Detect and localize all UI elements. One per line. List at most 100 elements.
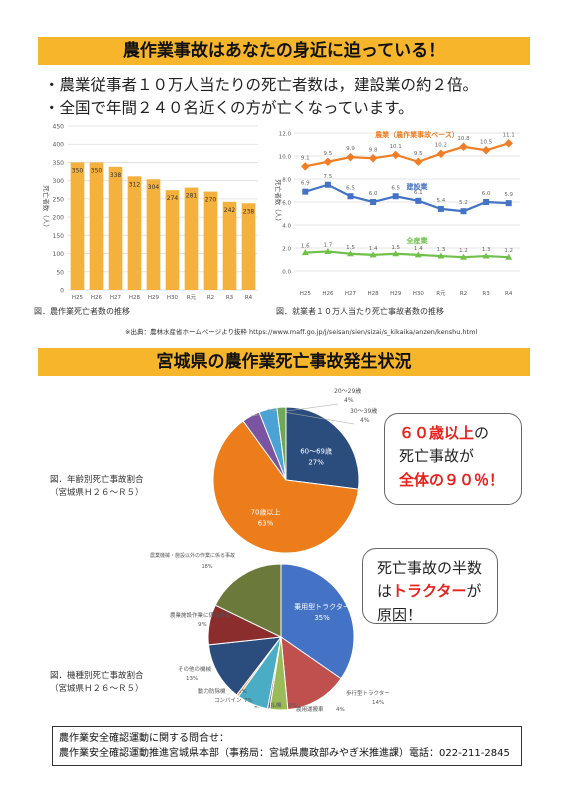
pie-chart-age: 60～69歳 27% 70歳以上 63% 20～29歳 4% 30～39歳 4% bbox=[212, 387, 377, 554]
bullet-line-2: ・全国で年間２４０名近くの方が亡くなっています。 bbox=[44, 99, 414, 117]
pie2-outer-label: コンバイン bbox=[214, 697, 242, 704]
bubble1-text-a: の bbox=[474, 424, 490, 442]
line-marker bbox=[392, 193, 399, 200]
line-marker bbox=[301, 162, 310, 171]
line-ytick-label: 8.0 bbox=[282, 178, 291, 184]
bar-value-label: 350 bbox=[91, 167, 103, 174]
bar-xtick-label: H28 bbox=[129, 295, 141, 301]
line-data-label: 1.4 bbox=[369, 246, 378, 252]
bar-xtick-label: H27 bbox=[110, 295, 122, 301]
source-note: ※出典：農林水産省ホームページより抜粋 https://www.maff.go.… bbox=[125, 328, 478, 336]
bar-value-label: 338 bbox=[110, 172, 122, 179]
line-xtick-label: H27 bbox=[345, 291, 357, 297]
line-data-label: 6.0 bbox=[369, 191, 378, 197]
line-marker bbox=[505, 200, 512, 207]
line-marker bbox=[460, 253, 467, 260]
line-data-label: 5.2 bbox=[459, 200, 468, 206]
line-data-label: 1.6 bbox=[301, 244, 310, 250]
pie2-outer-label: 歩行型トラクター bbox=[346, 689, 390, 697]
pie-slice bbox=[280, 635, 342, 711]
bubble1-highlight: ６０歳以上 bbox=[399, 424, 475, 442]
pie1-caption: 図．年齢別死亡事故割合 （宮城県Ｈ２６～Ｒ５） bbox=[50, 474, 144, 500]
bar bbox=[89, 162, 104, 290]
line-marker bbox=[505, 253, 513, 260]
line-data-label: 11.1 bbox=[503, 132, 515, 138]
line-marker bbox=[347, 193, 354, 200]
bubble2-text-b: は bbox=[377, 582, 393, 601]
line-data-label: 6.1 bbox=[414, 190, 423, 196]
line-marker bbox=[415, 197, 422, 204]
line-chart-caption: 図．就業者１０万人当たり死亡事故者数の推移 bbox=[276, 307, 444, 316]
pie2-caption-line2: （宮城県Ｈ２６～Ｒ５） bbox=[50, 683, 144, 694]
line-data-label: 10.8 bbox=[457, 136, 470, 142]
line-marker bbox=[302, 188, 309, 195]
line-marker bbox=[460, 208, 467, 215]
line-data-label: 1.3 bbox=[437, 247, 446, 253]
line-marker bbox=[414, 251, 422, 258]
pie2-pct: 35% bbox=[314, 614, 330, 622]
line-ytick-label: 0.0 bbox=[282, 270, 291, 276]
line-marker bbox=[324, 247, 332, 254]
pie2-caption-line1: 図．機種別死亡事故割合 bbox=[50, 671, 144, 681]
bar-xtick-label: H25 bbox=[72, 295, 84, 301]
bar-xtick-label: H30 bbox=[167, 295, 179, 301]
bar-ytick-label: 200 bbox=[53, 215, 65, 222]
line-data-label: 9.1 bbox=[301, 155, 310, 161]
line-data-label: 1.5 bbox=[391, 245, 400, 251]
line-marker bbox=[504, 139, 513, 148]
line-marker bbox=[437, 252, 445, 259]
line-xtick-label: R元 bbox=[436, 290, 446, 297]
callout-bubble-age: ６０歳以上の 死亡事故が 全体の９０％！ bbox=[384, 413, 522, 505]
bubble2-text-d: 原因！ bbox=[377, 605, 423, 624]
pie-slice bbox=[207, 636, 283, 696]
contact-box: 農作業安全確認運動に関する問合せ： 農作業安全確認運動推進宮城県本部（事務局：宮… bbox=[52, 726, 522, 766]
bar-chart-caption: 図．農作業死亡者数の推移 bbox=[34, 307, 130, 316]
pie1-outer-pct: 4% bbox=[344, 397, 354, 404]
line-marker bbox=[436, 149, 446, 158]
bubble2-text-c: が bbox=[466, 582, 482, 601]
line-data-label: 1.2 bbox=[459, 248, 468, 254]
pie2-outer-pct: 0% bbox=[238, 689, 247, 695]
line-marker bbox=[301, 249, 309, 256]
line-data-label: 9.8 bbox=[369, 147, 378, 153]
pie1-label: 60～69歳 bbox=[300, 446, 332, 455]
line-xtick-label: H28 bbox=[368, 291, 380, 297]
bubble2-text-a: 死亡事故の半数 bbox=[377, 559, 483, 577]
line-data-label: 6.9 bbox=[301, 181, 310, 187]
bar-chart-deaths: 0 50 100 150 200 250 300 350 400 450 350 H25 350 H26 3… bbox=[42, 124, 258, 301]
line-marker bbox=[459, 142, 468, 152]
pie1-pct: 63% bbox=[258, 520, 274, 528]
pie2-outer-pct: 18% bbox=[201, 564, 212, 570]
bar-value-label: 281 bbox=[186, 193, 198, 200]
line-ytick-label: 2.0 bbox=[282, 247, 291, 253]
line-xtick-label: H26 bbox=[322, 291, 334, 297]
line-data-label: 6.0 bbox=[482, 191, 491, 197]
line-data-label: 1.5 bbox=[346, 245, 355, 251]
top-banner-title: 農作業事故はあなたの身近に迫っている！ bbox=[38, 37, 530, 65]
bar-ytick-label: 50 bbox=[56, 269, 64, 276]
line-marker bbox=[347, 250, 354, 257]
line-data-label: 9.9 bbox=[346, 146, 355, 152]
bar-value-label: 274 bbox=[167, 195, 179, 202]
line-marker bbox=[482, 252, 490, 259]
line-marker bbox=[324, 181, 331, 188]
line-marker bbox=[481, 146, 491, 155]
bar-value-label: 304 bbox=[148, 184, 160, 191]
bar-ytick-label: 100 bbox=[53, 251, 65, 258]
bar-axis-title: 死亡者数（人） bbox=[42, 185, 51, 231]
line-series-name: 建設業 bbox=[407, 182, 429, 191]
pie-slice bbox=[212, 420, 359, 554]
bar bbox=[222, 201, 237, 290]
pie-slice bbox=[280, 563, 355, 680]
line-axis-title: 死亡者数（人） bbox=[274, 179, 283, 225]
bar-xtick-label: R2 bbox=[207, 295, 214, 301]
line-marker bbox=[368, 154, 378, 163]
bar-value-label: 350 bbox=[72, 167, 84, 174]
bar bbox=[165, 190, 180, 290]
bar-xtick-label: H26 bbox=[91, 295, 103, 301]
pie-chart-machine: 乗用型トラクター35%歩行型トラクター14%農用運搬車4%動力刈払機0%コンバイ… bbox=[150, 552, 390, 713]
pie1-caption-line2: （宮城県Ｈ２６～Ｒ５） bbox=[50, 487, 144, 498]
line-data-label: 10.5 bbox=[480, 139, 493, 145]
bar-ytick-label: 300 bbox=[53, 178, 65, 185]
bar-xtick-label: R4 bbox=[245, 295, 253, 301]
